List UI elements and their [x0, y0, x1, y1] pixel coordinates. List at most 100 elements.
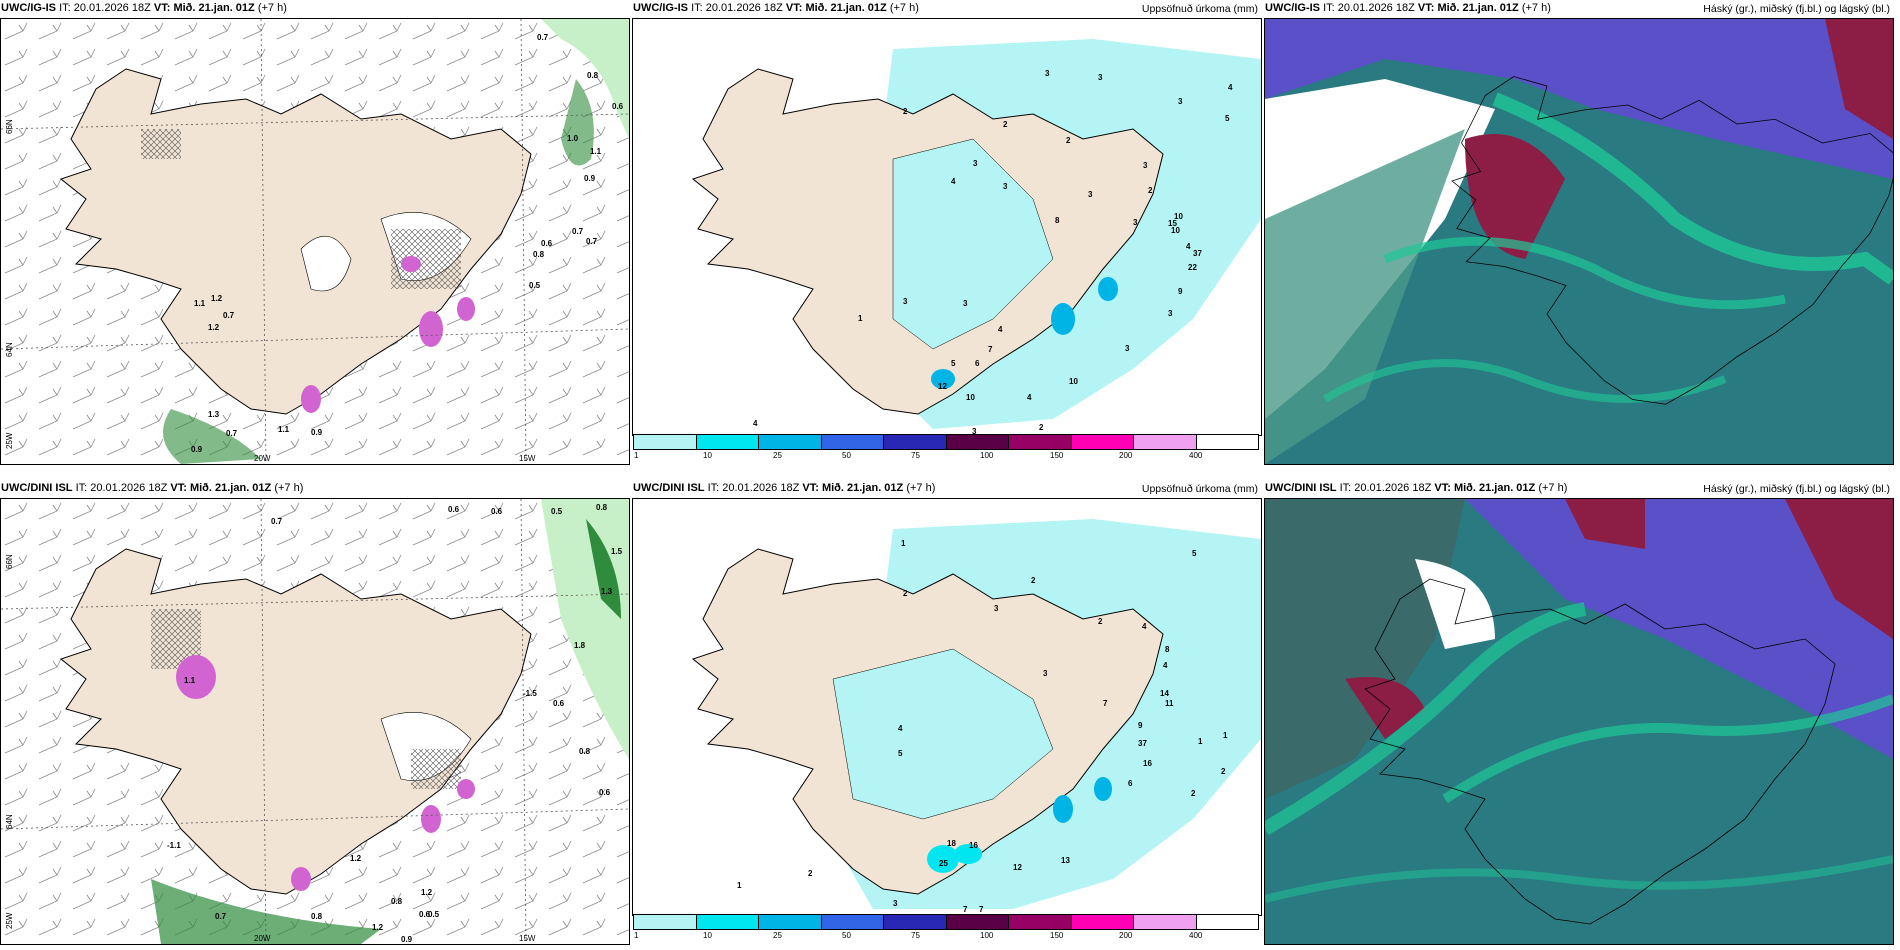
- precip-value: 3: [903, 297, 908, 306]
- value-label: 0.8: [587, 71, 599, 80]
- precip-value: 3: [1168, 309, 1173, 318]
- precip-value: 2: [903, 107, 908, 116]
- map-frame[interactable]: [1264, 498, 1894, 945]
- precip-value: 7: [1103, 699, 1108, 708]
- panel-header: UWC/IG-IS IT: 20.01.2026 18Z VT: Mið. 21…: [1, 2, 287, 14]
- precip-value: 10: [1174, 212, 1183, 221]
- legend-tick: 50: [842, 451, 851, 460]
- precip-value: 1: [1223, 731, 1228, 740]
- value-label: 0.7: [586, 237, 598, 246]
- legend-swatch: [1134, 435, 1197, 449]
- precip-value: 4: [1142, 622, 1147, 631]
- panel-title: Háský (gr.), miðský (fj.bl.) og lágský (…: [1703, 3, 1890, 15]
- precip-value: 2: [1191, 789, 1196, 798]
- panel-title: Uppsöfnuð úrkoma (mm): [1141, 483, 1258, 495]
- value-label: 0.8: [391, 897, 403, 906]
- legend-swatch: [1009, 435, 1072, 449]
- precip-map-svg: [691, 519, 1261, 909]
- precip-value: 6: [975, 359, 980, 368]
- precip-value: 10: [1069, 377, 1078, 386]
- legend-tick: 200: [1119, 451, 1133, 460]
- lon-label: 20W: [254, 934, 271, 943]
- value-label: 0.7: [572, 227, 584, 236]
- panel-dini-clouds: UWC/DINI ISL IT: 20.01.2026 18Z VT: Mið.…: [1264, 480, 1894, 945]
- precip-value: 4: [1186, 242, 1191, 251]
- precip-value: 4: [951, 177, 956, 186]
- lat-label: 66N: [5, 119, 14, 134]
- precip-value: 2: [1066, 136, 1071, 145]
- precip-value: 2: [1039, 423, 1044, 432]
- legend-swatch: [696, 435, 759, 449]
- legend-tick: 100: [980, 931, 994, 940]
- precip-value: 5: [898, 749, 903, 758]
- map-frame[interactable]: 66N 64N 25W 15W 20W 0.7 0.8 0.6 1.0 1.1 …: [0, 18, 630, 465]
- precip-value: 3: [972, 427, 977, 436]
- value-label: 0.9: [401, 935, 413, 944]
- value-label: 1.0: [567, 134, 579, 143]
- legend-swatch: [946, 915, 1009, 929]
- panel-dini-precip: UWC/DINI ISL IT: 20.01.2026 18Z VT: Mið.…: [632, 480, 1262, 945]
- precip-value: 7: [988, 345, 993, 354]
- wind-map-svg: [1, 499, 629, 944]
- legend-swatch: [821, 435, 884, 449]
- legend-tick: 75: [911, 931, 920, 940]
- precip-value: 3: [1003, 182, 1008, 191]
- legend-swatch: [1196, 435, 1258, 449]
- map-frame[interactable]: 66N 64N 25W 20W 15W 0.7 0.6 0.6 0.5 0.8 …: [0, 498, 630, 945]
- precip-value: 2: [903, 589, 908, 598]
- legend-tick: 150: [1050, 931, 1064, 940]
- legend-swatch: [759, 915, 822, 929]
- map-frame[interactable]: [1264, 18, 1894, 465]
- precip-value: 9: [1138, 721, 1143, 730]
- legend-swatch: [1071, 435, 1134, 449]
- value-label: 0.5: [529, 281, 541, 290]
- value-label: 0.8: [579, 747, 591, 756]
- precip-value: 1: [1198, 737, 1203, 746]
- precip-value: 12: [938, 382, 947, 391]
- value-label: 0.7: [226, 429, 238, 438]
- legend-tick: 400: [1189, 451, 1203, 460]
- precip-value: 7: [979, 905, 984, 914]
- legend-swatch: [1009, 915, 1072, 929]
- legend-tick: 25: [773, 931, 782, 940]
- precip-value: 12: [1013, 863, 1022, 872]
- cloud-map-svg: [1265, 19, 1893, 464]
- legend-swatch: [696, 915, 759, 929]
- map-frame[interactable]: 3 3 3 4 5 2 2 2 3 3 2 3 4 3 8 3 4 10 10 …: [632, 18, 1262, 436]
- legend-swatch: [634, 915, 697, 929]
- precip-value: 37: [1138, 739, 1147, 748]
- lon-label: 15W: [519, 454, 536, 463]
- value-label: -1.5: [523, 689, 537, 698]
- legend-swatch: [1071, 915, 1134, 929]
- precip-value: 1: [858, 314, 863, 323]
- wind-map-svg: [1, 19, 629, 464]
- legend-tick: 75: [911, 451, 920, 460]
- precip-value: 2: [1003, 120, 1008, 129]
- value-label: 0.7: [271, 517, 283, 526]
- lat-label: 25W: [5, 432, 14, 449]
- panel-igis-clouds: UWC/IG-IS IT: 20.01.2026 18Z VT: Mið. 21…: [1264, 0, 1894, 465]
- value-label: 1.1: [184, 676, 196, 685]
- lat-label: 64N: [5, 342, 14, 357]
- precip-value: 11: [1165, 699, 1174, 708]
- value-label: 1.8: [574, 641, 586, 650]
- panel-title: Háský (gr.), miðský (fj.bl.) og lágský (…: [1703, 483, 1890, 495]
- precip-value: 2: [1221, 767, 1226, 776]
- precip-value: 6: [1128, 779, 1133, 788]
- panel-igis-wind: UWC/IG-IS IT: 20.01.2026 18Z VT: Mið. 21…: [0, 0, 630, 465]
- precip-value: 8: [1165, 645, 1170, 654]
- precip-value: 3: [1125, 344, 1130, 353]
- map-frame[interactable]: 1 2 5 2 3 2 4 8 4 14 11 9 37 16 6 1 2 2 …: [632, 498, 1262, 916]
- value-label: 0.6: [612, 102, 624, 111]
- legend-tick: 200: [1119, 931, 1133, 940]
- precip-value: 15: [1168, 219, 1177, 228]
- precip-value: 3: [1043, 669, 1048, 678]
- precip-value: 3: [1045, 69, 1050, 78]
- lon-label: 15W: [519, 934, 536, 943]
- legend-tick: 50: [842, 931, 851, 940]
- value-label: 0.8: [311, 912, 323, 921]
- precip-value: 16: [969, 841, 978, 850]
- precip-value: 10: [966, 393, 975, 402]
- legend-tick: 10: [703, 451, 712, 460]
- legend-tick: 100: [980, 451, 994, 460]
